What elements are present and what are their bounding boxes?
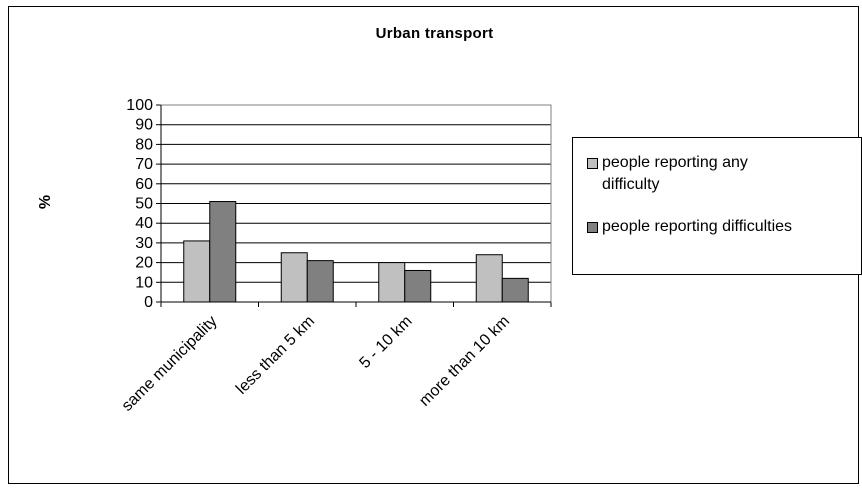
chart-title: Urban transport — [375, 25, 494, 42]
x-category-label: same municipality — [119, 313, 221, 415]
bar-difficulties — [306, 260, 334, 303]
y-tick-label: 50 — [135, 196, 153, 213]
legend-label-difficulties: people reporting difficulties — [602, 218, 793, 235]
y-tick-label: 10 — [135, 274, 153, 291]
bar-difficulties — [501, 277, 529, 303]
legend-swatch-difficulties — [587, 222, 598, 233]
y-tick-label: 60 — [135, 176, 153, 193]
y-tick-label: 100 — [126, 97, 153, 114]
legend-item-difficulties: people reporting difficulties — [587, 216, 862, 238]
legend-swatch-any-difficulty — [587, 158, 598, 169]
bar-any-difficulty — [280, 252, 308, 303]
bar-any-difficulty — [475, 254, 503, 303]
y-tick-label: 80 — [135, 136, 153, 153]
x-category-label: more than 10 km — [416, 313, 513, 410]
bar-difficulties — [404, 269, 432, 303]
y-tick-label: 20 — [135, 255, 153, 272]
x-category-label: less than 5 km — [233, 313, 318, 398]
bar-difficulties — [209, 201, 237, 303]
y-tick-label: 0 — [144, 294, 153, 311]
legend-item-any-difficulty: people reporting any difficulty — [587, 152, 847, 196]
legend-label-any-difficulty: people reporting any difficulty — [602, 154, 748, 193]
y-tick-label: 90 — [135, 117, 153, 134]
y-tick-label: 70 — [135, 156, 153, 173]
legend: people reporting any difficulty people r… — [572, 137, 862, 275]
chart-frame: Urban transport % 0 10 20 30 40 50 60 70 80 90 100… — [8, 6, 862, 484]
y-tick-label: 40 — [135, 215, 153, 232]
bar-any-difficulty — [378, 262, 406, 303]
bar-any-difficulty — [183, 240, 211, 303]
bar-chart-plot: 0 10 20 30 40 50 60 70 80 90 100 same municipality l… — [119, 97, 552, 415]
x-category-label: 5 - 10 km — [356, 313, 415, 372]
y-tick-label: 30 — [135, 235, 153, 252]
